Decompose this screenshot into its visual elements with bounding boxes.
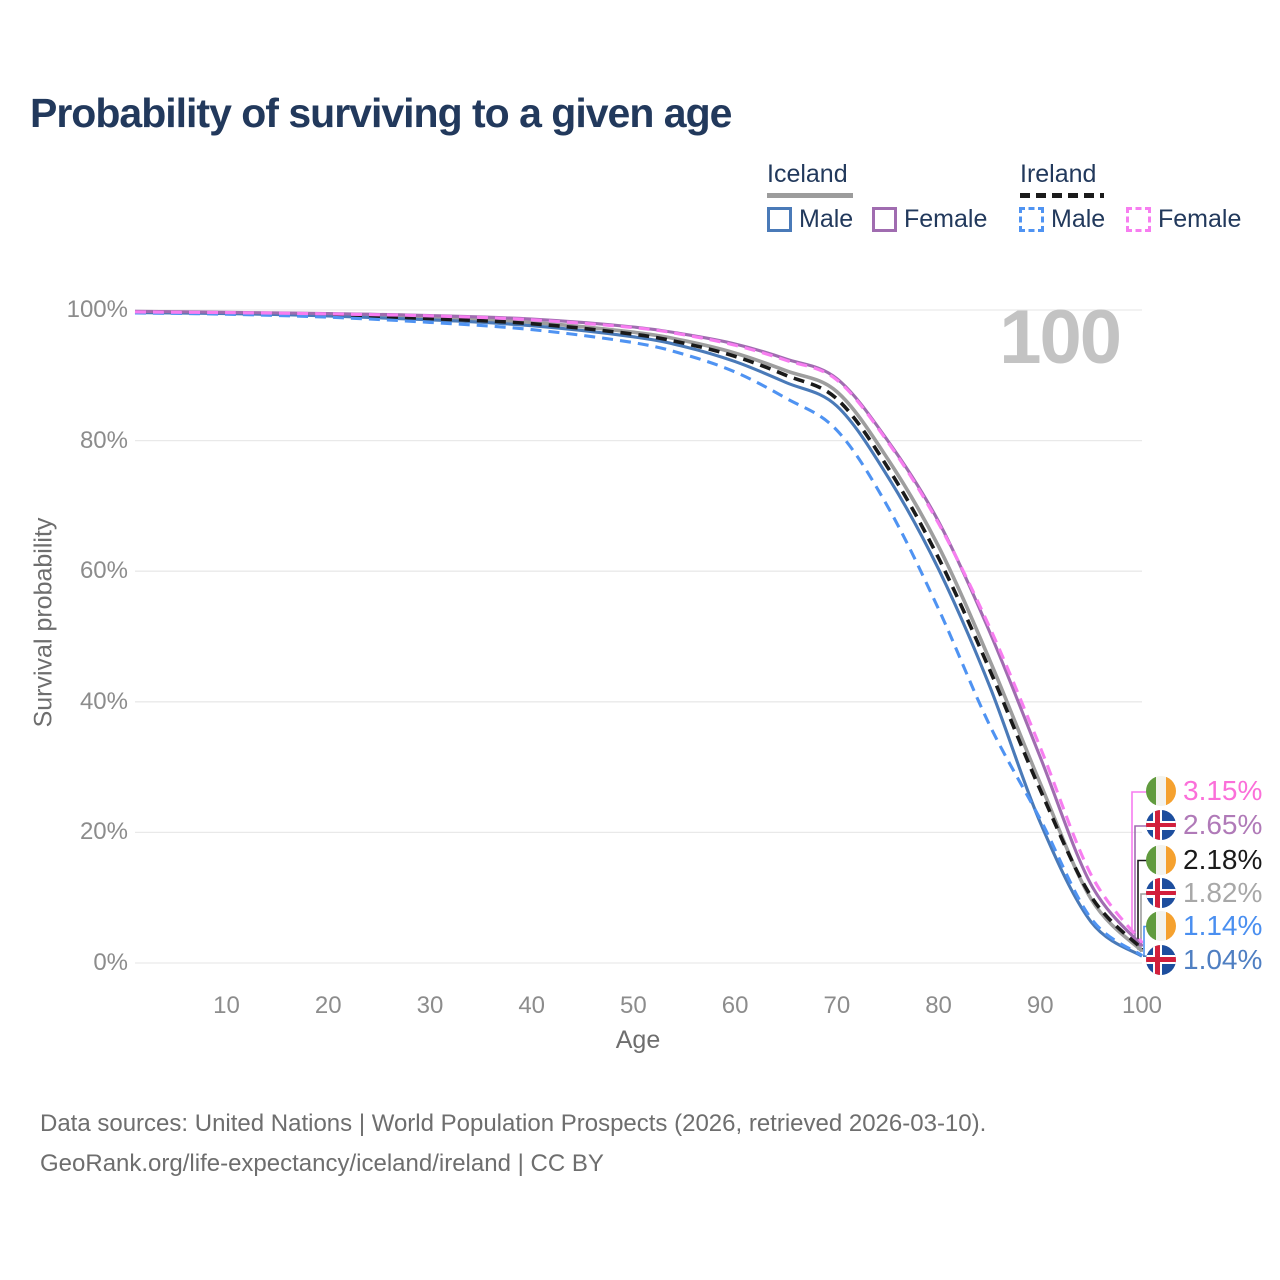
iceland-male-swatch-icon	[767, 207, 792, 232]
curve-ireland-both-sexes[interactable]	[134, 310, 1144, 951]
end-value: 2.65%	[1183, 809, 1263, 840]
current-age-watermark: 100	[999, 295, 1122, 380]
page-title: Probability of surviving to a given age	[30, 90, 732, 136]
x-tick-label: 80	[925, 992, 952, 1019]
label-leader-line	[1134, 825, 1147, 947]
x-tick-label: 40	[518, 992, 546, 1019]
attribution-link[interactable]: GeoRank.org/life-expectancy/iceland/irel…	[40, 1150, 604, 1177]
legend-label: Female	[904, 205, 988, 233]
end-label-iceland-male: 1.04%	[1146, 944, 1262, 976]
y-axis-title: Survival probability	[29, 517, 58, 728]
x-tick-label: 20	[314, 992, 342, 1019]
end-value: 1.14%	[1183, 909, 1263, 941]
end-label-ireland-total: 2.18%	[1146, 844, 1262, 876]
legend-label: Male	[1051, 205, 1106, 233]
legend-group-iceland: Iceland	[767, 160, 853, 198]
legend-label: Female	[1158, 205, 1242, 233]
x-tick-label: 60	[721, 992, 749, 1019]
y-tick-label: 0%	[93, 949, 128, 976]
legend-header-ireland[interactable]: Ireland	[1020, 160, 1097, 188]
y-tick-label: 40%	[79, 687, 128, 715]
iceland-female-swatch-icon	[872, 207, 897, 232]
iceland-flag-icon	[1146, 878, 1176, 908]
x-tick-label: 90	[1026, 992, 1054, 1019]
legend-group-ireland: Ireland	[1020, 160, 1104, 198]
x-tick-label: 10	[213, 992, 240, 1019]
legend-item-iceland-female[interactable]: Female	[872, 205, 987, 234]
legend-item-ireland-female[interactable]: Female	[1126, 205, 1241, 234]
y-tick-label: 60%	[79, 557, 128, 585]
end-label-ireland-male: 1.14%	[1146, 910, 1262, 942]
x-tick-label: 100	[1121, 992, 1163, 1019]
curve-iceland-male[interactable]	[134, 311, 1143, 958]
ireland-dashed-line-sample	[1020, 193, 1104, 198]
end-value: 1.04%	[1183, 943, 1263, 975]
end-label-iceland-female: 2.65%	[1146, 809, 1262, 841]
ireland-flag-icon	[1146, 844, 1176, 875]
end-value: 3.15%	[1183, 775, 1263, 806]
ireland-flag-icon	[1146, 776, 1176, 806]
ireland-female-swatch-icon	[1126, 207, 1151, 232]
legend-item-iceland-male[interactable]: Male	[767, 205, 853, 234]
iceland-flag-icon	[1146, 810, 1176, 840]
legend-item-ireland-male[interactable]: Male	[1019, 205, 1105, 234]
x-tick-label: 30	[416, 992, 444, 1019]
y-tick-label: 20%	[79, 818, 128, 846]
legend-label: Male	[799, 205, 854, 233]
ireland-male-swatch-icon	[1019, 207, 1044, 232]
iceland-flag-icon	[1146, 944, 1176, 975]
curve-iceland-female[interactable]	[134, 309, 1144, 947]
x-tick-label: 50	[620, 992, 647, 1019]
ireland-flag-icon	[1146, 910, 1176, 941]
iceland-solid-line-sample	[767, 193, 853, 198]
y-tick-label: 100%	[66, 296, 128, 323]
y-tick-label: 80%	[79, 426, 128, 454]
end-value: 1.82%	[1183, 877, 1263, 908]
end-label-ireland-female: 3.15%	[1146, 775, 1262, 807]
data-sources-text: Data sources: United Nations | World Pop…	[40, 1110, 987, 1137]
legend-header-iceland[interactable]: Iceland	[767, 160, 848, 188]
x-tick-label: 70	[823, 992, 851, 1019]
x-axis-title: Age	[615, 1026, 661, 1054]
curve-ireland-female[interactable]	[134, 310, 1144, 944]
end-value: 2.18%	[1183, 843, 1263, 875]
end-label-iceland-total: 1.82%	[1146, 877, 1262, 909]
